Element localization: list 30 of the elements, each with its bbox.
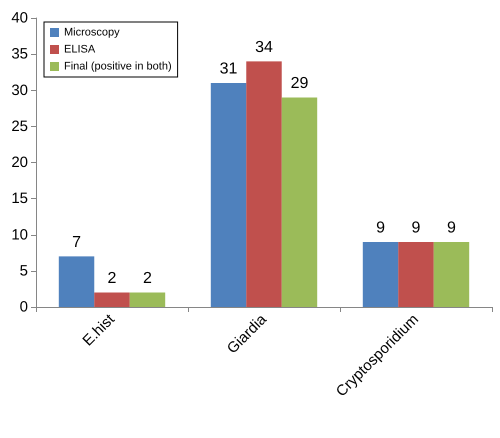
data-label: 9 — [447, 219, 456, 236]
legend-label: Microscopy — [64, 26, 120, 38]
legend-label: ELISA — [64, 44, 96, 56]
y-tick-label: 40 — [11, 10, 28, 26]
bar — [434, 242, 470, 307]
data-label: 31 — [220, 60, 238, 78]
bar — [362, 242, 398, 307]
data-label: 9 — [376, 219, 386, 236]
data-label: 34 — [255, 38, 273, 56]
bar — [246, 61, 282, 307]
data-label: 7 — [72, 234, 82, 251]
y-tick-label: 10 — [11, 226, 28, 244]
y-tick-label: 20 — [11, 154, 28, 171]
bar — [94, 292, 130, 307]
y-tick-label: 0 — [20, 298, 28, 316]
bar — [282, 97, 318, 307]
bar — [58, 256, 94, 307]
data-label: 29 — [290, 74, 308, 92]
bar — [210, 83, 246, 307]
data-label: 9 — [412, 219, 421, 236]
data-label: 2 — [108, 270, 117, 288]
data-label: 2 — [143, 270, 152, 288]
legend-label: Final (positive in both) — [64, 60, 172, 72]
bar — [130, 292, 166, 307]
y-tick-label: 30 — [11, 82, 28, 99]
bar — [398, 242, 434, 307]
y-tick-label: 5 — [20, 262, 28, 280]
y-tick-label: 15 — [11, 190, 28, 208]
y-tick-label: 35 — [11, 46, 28, 63]
y-tick-label: 25 — [11, 118, 28, 135]
